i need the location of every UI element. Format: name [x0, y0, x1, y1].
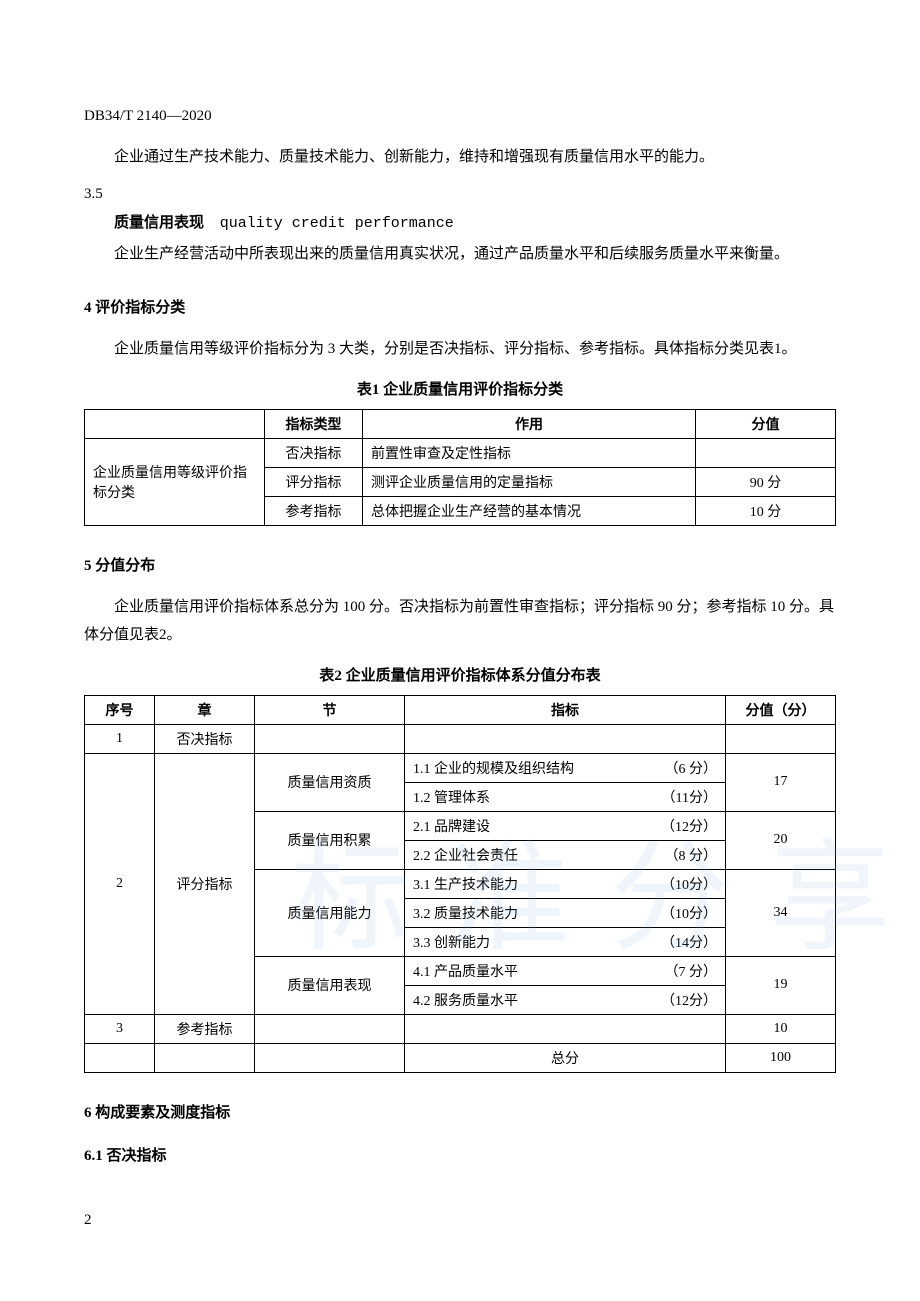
- table-cell: 否决指标: [155, 724, 255, 753]
- table-cell: 3.1 生产技术能力 （10分）: [405, 869, 726, 898]
- table-header-cell: 章: [155, 695, 255, 724]
- table-cell: 3: [85, 1014, 155, 1043]
- table-row: 序号 章 节 指标 分值（分）: [85, 695, 836, 724]
- table-cell: 10: [726, 1014, 836, 1043]
- table-cell: 100: [726, 1043, 836, 1072]
- doc-code: DB34/T 2140—2020: [84, 108, 836, 125]
- indicator-points: （14分）: [661, 932, 717, 952]
- indicator-points: （12分）: [661, 816, 717, 836]
- section-6-heading: 6 构成要素及测度指标: [84, 1101, 836, 1122]
- table-cell: 19: [726, 956, 836, 1014]
- table-1-caption: 表1 企业质量信用评价指标分类: [84, 378, 836, 399]
- indicator-points: （10分）: [661, 903, 717, 923]
- table-header-cell: 分值（分）: [726, 695, 836, 724]
- table-cell: 质量信用资质: [255, 753, 405, 811]
- indicator-label: 4.1 产品质量水平: [413, 961, 518, 981]
- table-header-cell: 节: [255, 695, 405, 724]
- table-header-cell: [85, 409, 265, 438]
- indicator-points: （6 分）: [665, 758, 718, 778]
- table-header-cell: 作用: [363, 409, 696, 438]
- table-row: 3 参考指标 10: [85, 1014, 836, 1043]
- document-page: DB34/T 2140—2020 企业通过生产技术能力、质量技术能力、创新能力，…: [0, 0, 920, 1301]
- table-row: 2 评分指标 质量信用资质 1.1 企业的规模及组织结构（6 分） 17: [85, 753, 836, 782]
- indicator-label: 1.2 管理体系: [413, 787, 490, 807]
- table-cell: 1.2 管理体系 （11分）: [405, 782, 726, 811]
- table-cell: 1.1 企业的规模及组织结构 （6 分）: [405, 753, 726, 782]
- table-cell: 20: [726, 811, 836, 869]
- table-cell: 总体把握企业生产经营的基本情况: [363, 496, 696, 525]
- table-cell: 总分: [405, 1043, 726, 1072]
- table-cell: 质量信用积累: [255, 811, 405, 869]
- table-cell: 评分指标: [155, 753, 255, 1014]
- table-cell: 4.2 服务质量水平 （12分）: [405, 985, 726, 1014]
- table-cell: 参考指标: [155, 1014, 255, 1043]
- section-4-heading: 4 评价指标分类: [84, 296, 836, 317]
- clause-3-5-number: 3.5: [84, 186, 836, 203]
- indicator-label: 2.2 企业社会责任: [413, 845, 518, 865]
- indicator-label: 3.1 生产技术能力: [413, 874, 518, 894]
- term-cn: 质量信用表现: [114, 215, 204, 231]
- indicator-points: （12分）: [661, 990, 717, 1010]
- table-header-cell: 指标: [405, 695, 726, 724]
- table-cell: 4.1 产品质量水平 （7 分）: [405, 956, 726, 985]
- indicator-label: 1.1 企业的规模及组织结构: [413, 758, 574, 778]
- table-2: 序号 章 节 指标 分值（分） 1 否决指标 2 评分指标 质量信用资质 1.1…: [84, 695, 836, 1073]
- table-cell: 17: [726, 753, 836, 811]
- table-row: 企业质量信用等级评价指标分类 否决指标 前置性审查及定性指标: [85, 438, 836, 467]
- table-cell: [255, 1014, 405, 1043]
- table-cell: 1: [85, 724, 155, 753]
- indicator-points: （8 分）: [665, 845, 718, 865]
- indicator-points: （10分）: [661, 874, 717, 894]
- indicator-points: （7 分）: [665, 961, 718, 981]
- table-cell: [405, 1014, 726, 1043]
- table-cell: 90 分: [696, 467, 836, 496]
- table-row: 总分 100: [85, 1043, 836, 1072]
- table-cell: [405, 724, 726, 753]
- table-cell: 2.2 企业社会责任 （8 分）: [405, 840, 726, 869]
- table-1: 指标类型 作用 分值 企业质量信用等级评价指标分类 否决指标 前置性审查及定性指…: [84, 409, 836, 526]
- table-cell: 34: [726, 869, 836, 956]
- section-5-heading: 5 分值分布: [84, 554, 836, 575]
- table-cell: 2.1 品牌建设 （12分）: [405, 811, 726, 840]
- indicator-label: 3.2 质量技术能力: [413, 903, 518, 923]
- table-header-cell: 分值: [696, 409, 836, 438]
- table-cell: [155, 1043, 255, 1072]
- indicator-label: 4.2 服务质量水平: [413, 990, 518, 1010]
- table-header-cell: 序号: [85, 695, 155, 724]
- table-cell: [696, 438, 836, 467]
- table-cell: [85, 1043, 155, 1072]
- table-cell: 2: [85, 753, 155, 1014]
- table-cell: 质量信用能力: [255, 869, 405, 956]
- table-row: 1 否决指标: [85, 724, 836, 753]
- table-header-cell: 指标类型: [265, 409, 363, 438]
- section-6-1-heading: 6.1 否决指标: [84, 1144, 836, 1165]
- clause-3-5-definition: 企业生产经营活动中所表现出来的质量信用真实状况，通过产品质量水平和后续服务质量水…: [84, 240, 836, 269]
- section-4-paragraph: 企业质量信用等级评价指标分为 3 大类，分别是否决指标、评分指标、参考指标。具体…: [84, 335, 836, 364]
- table-2-caption: 表2 企业质量信用评价指标体系分值分布表: [84, 664, 836, 685]
- table-cell: 参考指标: [265, 496, 363, 525]
- table-cell: 企业质量信用等级评价指标分类: [85, 438, 265, 525]
- table-cell: [255, 724, 405, 753]
- table-cell: 评分指标: [265, 467, 363, 496]
- term-en: quality credit performance: [220, 215, 454, 232]
- table-cell: [726, 724, 836, 753]
- indicator-label: 2.1 品牌建设: [413, 816, 490, 836]
- table-row: 指标类型 作用 分值: [85, 409, 836, 438]
- table-cell: 否决指标: [265, 438, 363, 467]
- intro-paragraph: 企业通过生产技术能力、质量技术能力、创新能力，维持和增强现有质量信用水平的能力。: [84, 143, 836, 172]
- section-5-paragraph: 企业质量信用评价指标体系总分为 100 分。否决指标为前置性审查指标；评分指标 …: [84, 593, 836, 650]
- indicator-points: （11分）: [662, 787, 717, 807]
- page-number: 2: [84, 1212, 92, 1229]
- table-cell: 质量信用表现: [255, 956, 405, 1014]
- table-cell: 测评企业质量信用的定量指标: [363, 467, 696, 496]
- table-cell: 10 分: [696, 496, 836, 525]
- indicator-label: 3.3 创新能力: [413, 932, 490, 952]
- table-cell: [255, 1043, 405, 1072]
- table-cell: 3.2 质量技术能力 （10分）: [405, 898, 726, 927]
- table-cell: 前置性审查及定性指标: [363, 438, 696, 467]
- term-3-5: 质量信用表现 quality credit performance: [114, 211, 836, 232]
- table-cell: 3.3 创新能力 （14分）: [405, 927, 726, 956]
